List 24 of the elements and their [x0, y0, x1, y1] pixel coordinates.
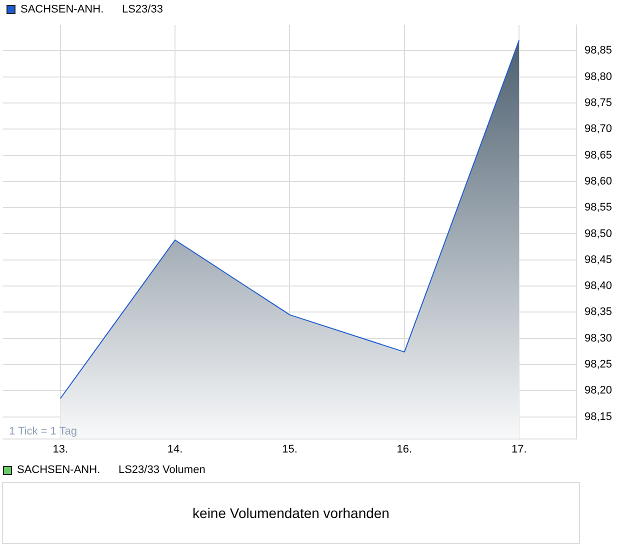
- legend-label: SACHSEN-ANH. LS23/33: [20, 4, 163, 16]
- y-tick-label: 98,40: [584, 280, 612, 292]
- x-tick-label: 16.: [396, 443, 412, 456]
- y-tick-label: 98,60: [584, 175, 612, 188]
- y-tick-label: 98,65: [584, 149, 612, 162]
- y-tick-label: 98,70: [584, 123, 612, 136]
- y-tick-label: 98,45: [584, 254, 612, 266]
- y-tick-label: 98,55: [584, 202, 612, 214]
- y-tick-label: 98,75: [584, 96, 612, 109]
- y-tick-label: 98,50: [584, 228, 612, 240]
- x-tick-label: 17.: [511, 443, 527, 456]
- y-tick-label: 98,15: [584, 410, 612, 423]
- y-tick-label: 98,80: [584, 70, 612, 83]
- x-tick-label: 13.: [52, 443, 68, 456]
- y-tick-label: 98,35: [584, 306, 612, 318]
- x-tick-label: 15.: [282, 443, 298, 456]
- text: SACHSEN-ANH. LS23/33 Volumen: [17, 464, 206, 476]
- y-tick-label: 98,25: [584, 358, 612, 371]
- annotation: 1 Tick = 1 Tag: [9, 425, 77, 438]
- y-tick-label: 98,30: [584, 332, 612, 344]
- y-tick-label: 98,20: [584, 384, 612, 397]
- y-tick-label: 98,85: [584, 44, 612, 57]
- x-tick-label: 14.: [167, 443, 183, 456]
- text: keine Volumendaten vorhanden: [192, 505, 390, 521]
